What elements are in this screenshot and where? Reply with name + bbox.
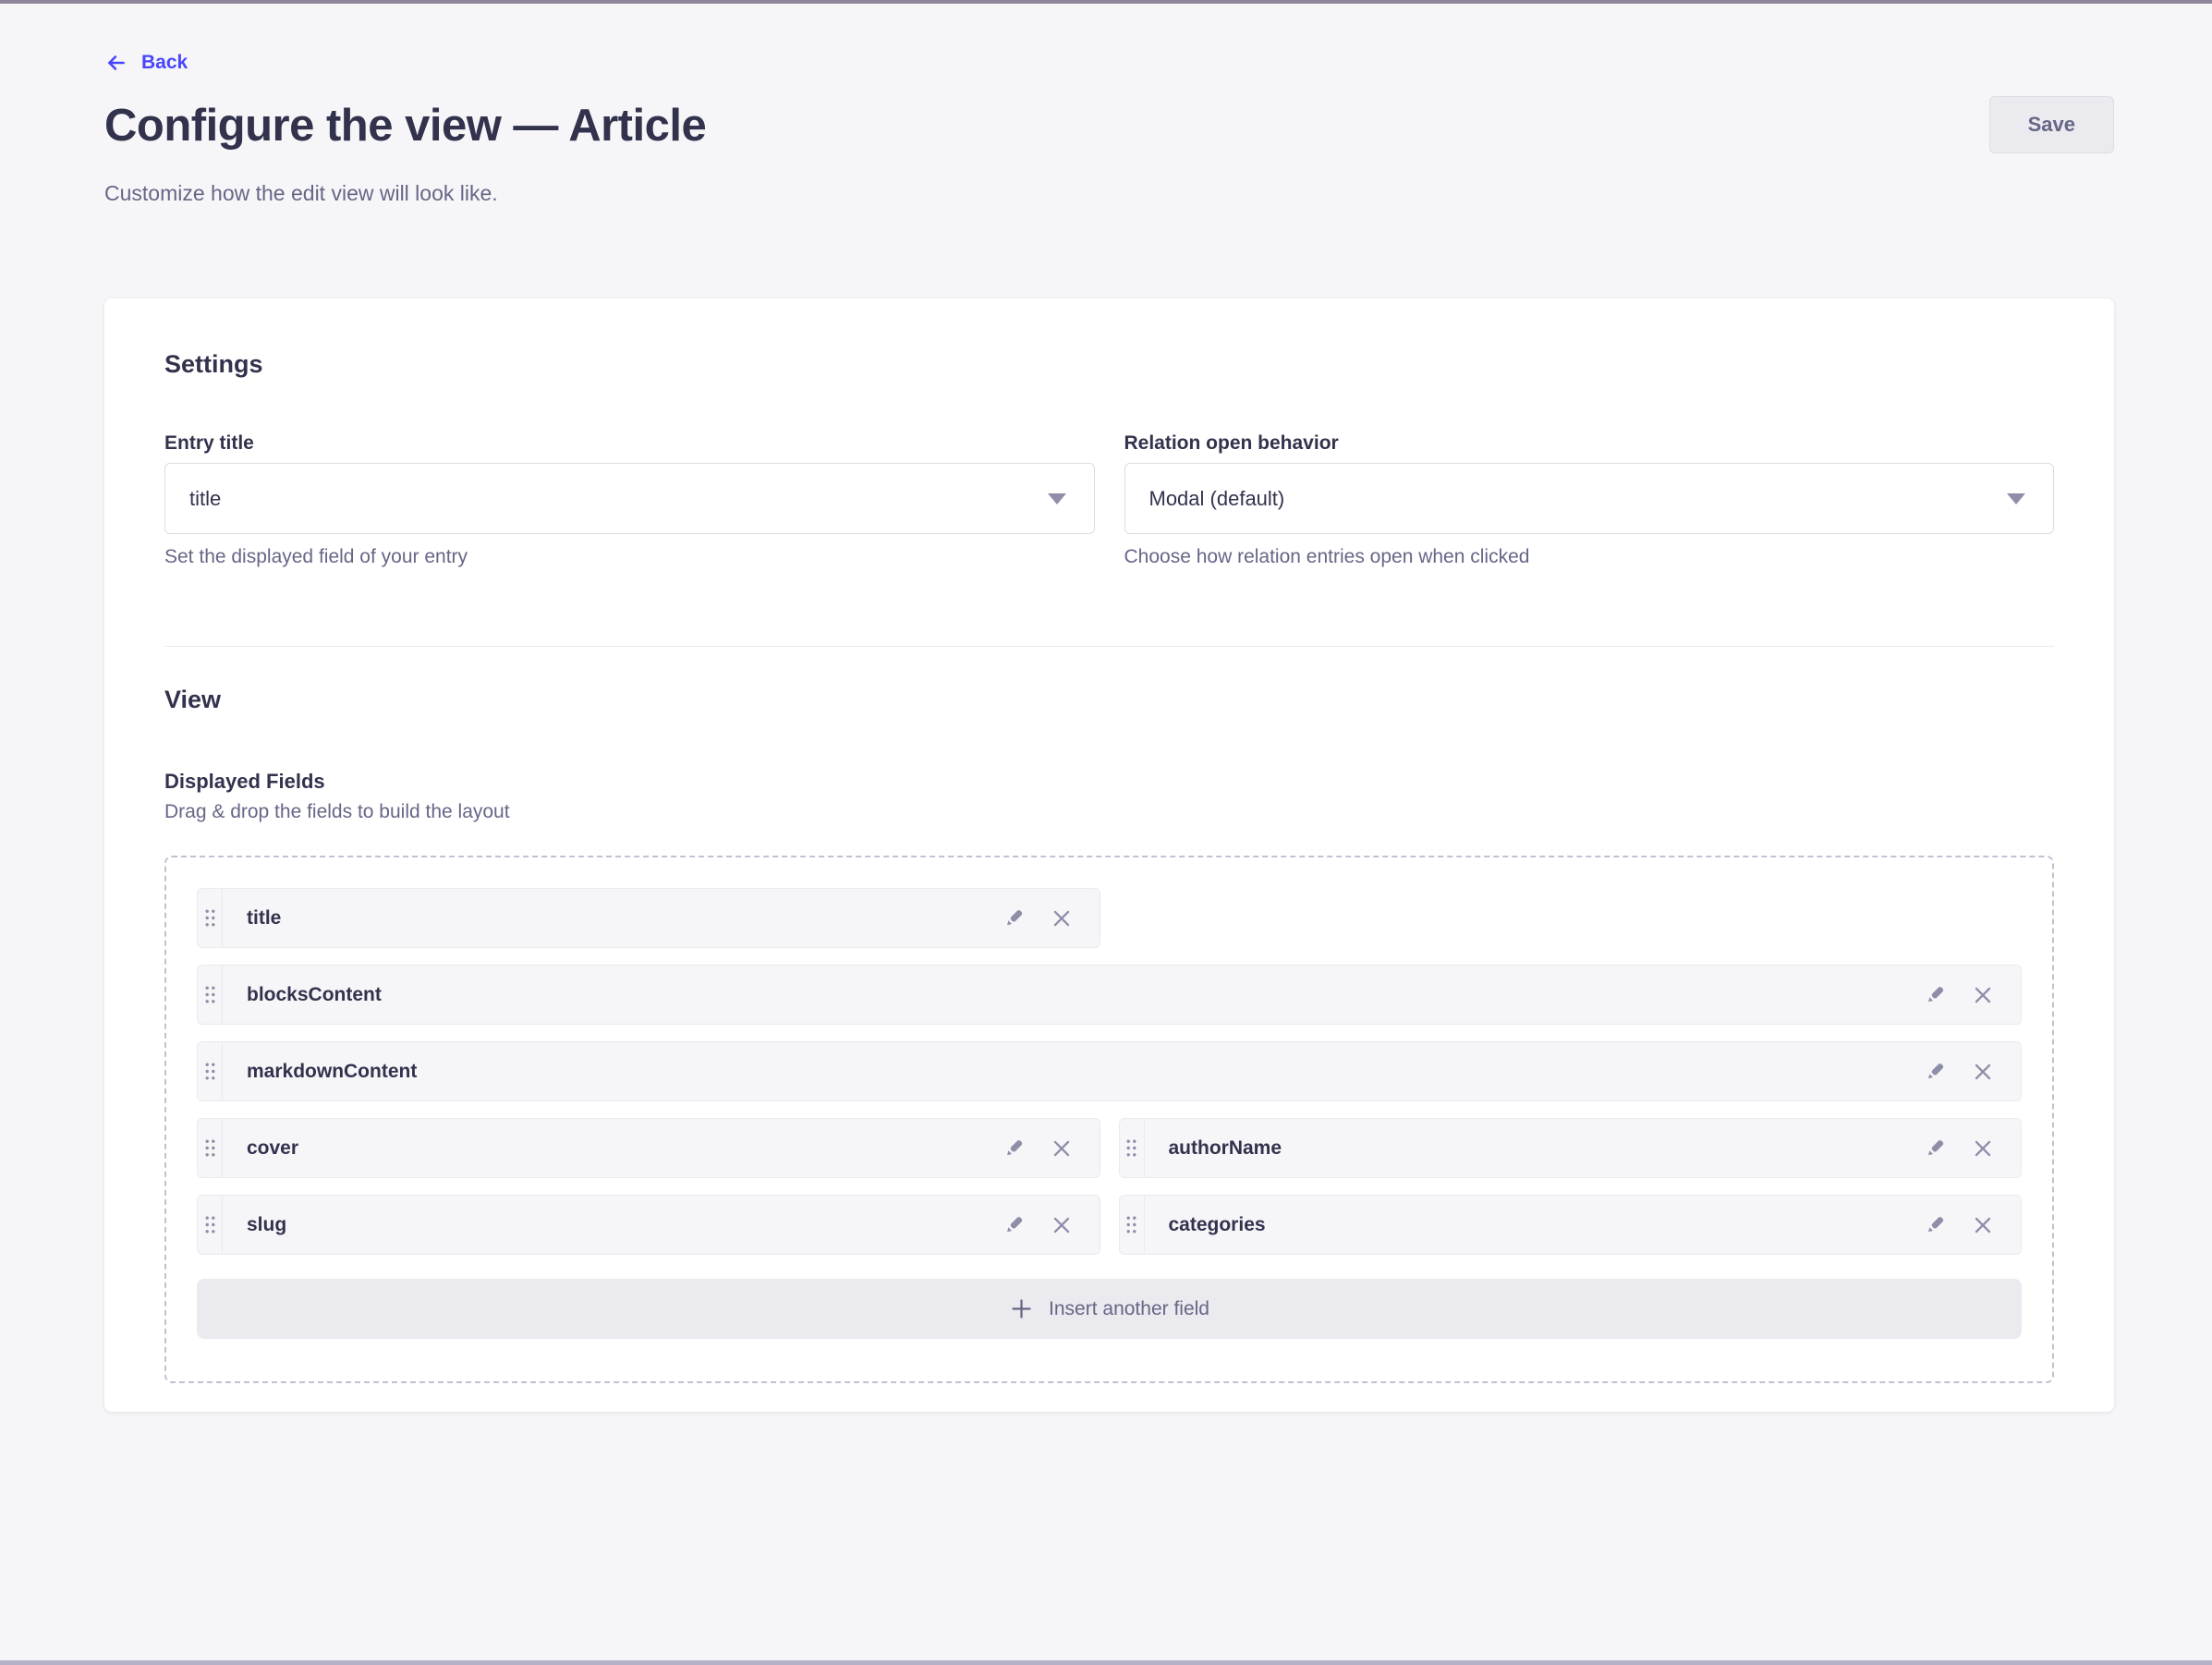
- entry-title-select[interactable]: title: [164, 463, 1095, 534]
- relation-behavior-hint: Choose how relation entries open when cl…: [1124, 546, 1530, 567]
- entry-title-value: title: [189, 486, 222, 510]
- close-icon: [1975, 1217, 1991, 1233]
- drag-handle[interactable]: [198, 889, 223, 947]
- field-card: cover: [197, 1118, 1100, 1178]
- drag-handle[interactable]: [1120, 1196, 1145, 1254]
- insert-another-field-label: Insert another field: [1049, 1297, 1209, 1319]
- remove-field-button[interactable]: [1046, 903, 1077, 934]
- field-card: authorName: [1118, 1118, 2022, 1178]
- close-icon: [1975, 1063, 1991, 1079]
- relation-behavior-select[interactable]: Modal (default): [1124, 463, 2054, 534]
- displayed-fields-dropzone: title: [164, 856, 2054, 1383]
- close-icon: [1975, 987, 1991, 1003]
- field-name-label: cover: [247, 1136, 299, 1159]
- drag-handle[interactable]: [1120, 1119, 1145, 1177]
- entry-title-label: Entry title: [164, 432, 254, 454]
- field-name-label: title: [247, 906, 282, 929]
- pencil-icon: [1006, 1139, 1022, 1155]
- configure-view-page: Back Configure the view — Article Save C…: [104, 51, 2114, 1412]
- window-border-top: [0, 0, 2212, 4]
- field-card: markdownContent: [197, 1041, 2022, 1101]
- drag-dots-icon: [205, 1063, 214, 1080]
- window-border-bottom: [0, 1660, 2212, 1665]
- remove-field-button[interactable]: [1967, 1209, 1999, 1241]
- edit-field-button[interactable]: [1919, 1209, 1951, 1241]
- remove-field-button[interactable]: [1046, 1209, 1077, 1241]
- remove-field-button[interactable]: [1967, 1133, 1999, 1164]
- drag-dots-icon: [205, 1139, 214, 1157]
- back-link[interactable]: Back: [104, 51, 188, 75]
- field-actions: [1919, 966, 1999, 1024]
- field-actions: [998, 889, 1077, 947]
- fields-grid: title: [197, 888, 2022, 1255]
- page-header: Configure the view — Article Save: [104, 96, 2114, 153]
- drag-dots-icon: [205, 909, 214, 927]
- drag-dots-icon: [1126, 1216, 1136, 1234]
- back-label: Back: [141, 52, 188, 73]
- edit-field-button[interactable]: [998, 1209, 1029, 1241]
- caret-down-icon: [2007, 492, 2025, 504]
- page-subtitle: Customize how the edit view will look li…: [104, 181, 498, 205]
- field-name-label: categories: [1168, 1213, 1266, 1235]
- field-name-label: blocksContent: [247, 983, 382, 1005]
- field-name-label: slug: [247, 1213, 287, 1235]
- pencil-icon: [1006, 1216, 1022, 1232]
- relation-behavior-label: Relation open behavior: [1124, 432, 1339, 454]
- view-heading: View: [164, 686, 222, 713]
- edit-field-button[interactable]: [1919, 979, 1951, 1011]
- drag-dots-icon: [205, 986, 214, 1003]
- edit-field-button[interactable]: [1919, 1056, 1951, 1088]
- pencil-icon: [1928, 1216, 1944, 1232]
- relation-behavior-value: Modal (default): [1149, 486, 1285, 510]
- relation-behavior-field-group: Relation open behavior Modal (default) C…: [1124, 431, 2054, 569]
- close-icon: [1053, 1217, 1069, 1233]
- settings-grid: Entry title title Set the displayed fiel…: [164, 431, 2054, 569]
- edit-field-button[interactable]: [998, 903, 1029, 934]
- field-actions: [998, 1196, 1077, 1254]
- field-actions: [1919, 1042, 1999, 1100]
- field-actions: [1919, 1119, 1999, 1177]
- close-icon: [1975, 1140, 1991, 1156]
- pencil-icon: [1928, 986, 1944, 1002]
- field-actions: [1919, 1196, 1999, 1254]
- page-title: Configure the view — Article: [104, 101, 707, 151]
- drag-dots-icon: [1126, 1139, 1136, 1157]
- arrow-left-icon: [108, 55, 125, 70]
- settings-heading: Settings: [164, 350, 263, 378]
- remove-field-button[interactable]: [1967, 979, 1999, 1011]
- settings-card: Settings Entry title title Set the displ…: [104, 298, 2114, 1412]
- edit-field-button[interactable]: [998, 1133, 1029, 1164]
- drag-handle[interactable]: [198, 1196, 223, 1254]
- drag-handle[interactable]: [198, 966, 223, 1024]
- field-actions: [998, 1119, 1077, 1177]
- section-divider: [164, 646, 2054, 647]
- caret-down-icon: [1047, 492, 1066, 504]
- entry-title-hint: Set the displayed field of your entry: [164, 546, 468, 567]
- plus-icon: [1012, 1299, 1031, 1319]
- drag-dots-icon: [205, 1216, 214, 1234]
- edit-field-button[interactable]: [1919, 1133, 1951, 1164]
- drag-handle[interactable]: [198, 1119, 223, 1177]
- field-card: slug: [197, 1195, 1100, 1255]
- remove-field-button[interactable]: [1967, 1056, 1999, 1088]
- field-name-label: markdownContent: [247, 1060, 418, 1082]
- field-name-label: authorName: [1168, 1136, 1282, 1159]
- field-card: title: [197, 888, 1100, 948]
- field-card: blocksContent: [197, 965, 2022, 1025]
- close-icon: [1053, 910, 1069, 926]
- displayed-fields-title: Displayed Fields: [164, 770, 325, 793]
- insert-another-field-button[interactable]: Insert another field: [197, 1279, 2022, 1339]
- remove-field-button[interactable]: [1046, 1133, 1077, 1164]
- field-card: categories: [1118, 1195, 2022, 1255]
- drag-handle[interactable]: [198, 1042, 223, 1100]
- pencil-icon: [1006, 909, 1022, 925]
- pencil-icon: [1928, 1139, 1944, 1155]
- entry-title-field-group: Entry title title Set the displayed fiel…: [164, 431, 1095, 569]
- save-button[interactable]: Save: [1988, 96, 2114, 153]
- pencil-icon: [1928, 1063, 1944, 1078]
- displayed-fields-subtitle: Drag & drop the fields to build the layo…: [164, 801, 510, 822]
- close-icon: [1053, 1140, 1069, 1156]
